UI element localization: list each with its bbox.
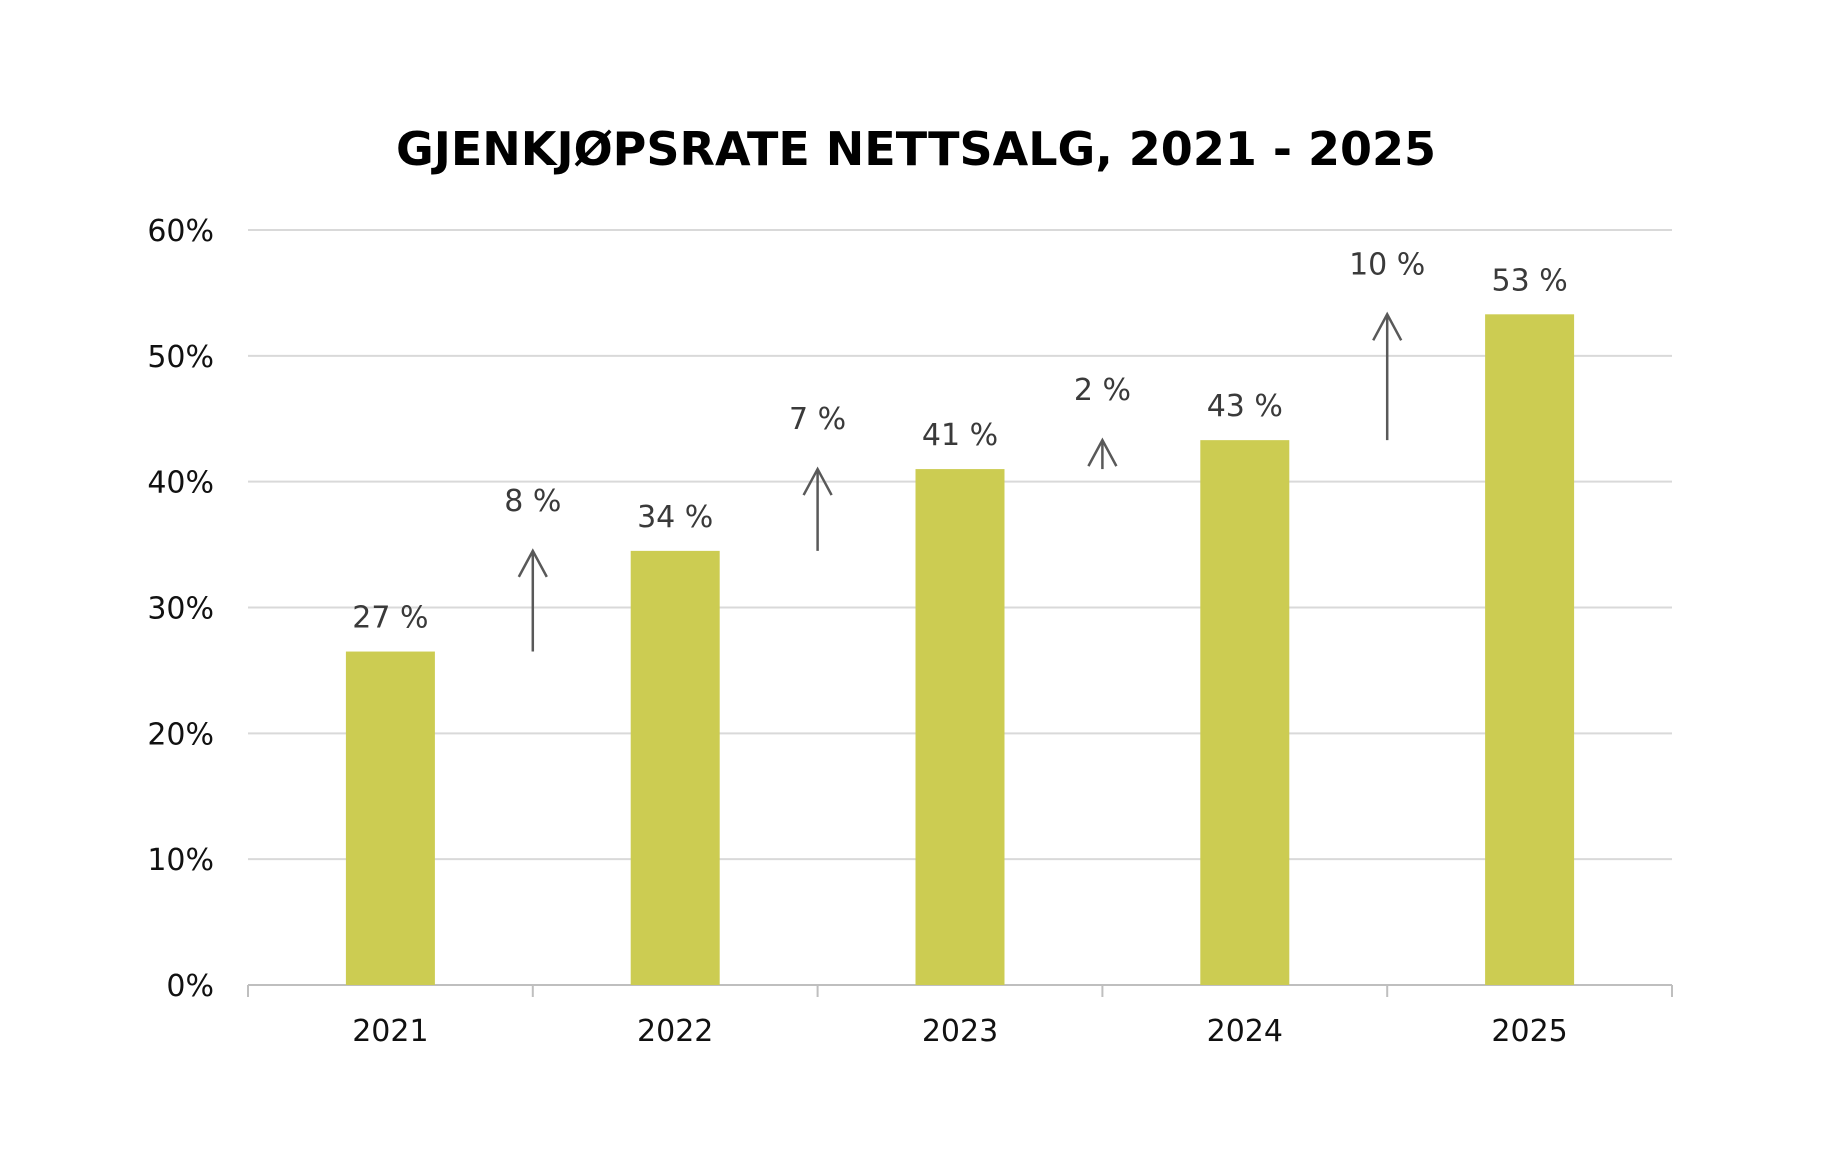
change-arrows: 8 % 7 % 2 % 10 % [504,247,1425,652]
y-tick-label: 30% [147,592,214,627]
x-axis [247,984,1673,997]
x-tick-label: 2022 [637,1014,713,1049]
y-tick-label: 10% [147,843,214,878]
y-tick-label: 60% [147,214,214,249]
chart-title: GJENKJØPSRATE NETTSALG, 2021 - 2025 [396,122,1436,176]
data-label: 43 % [1207,389,1283,424]
x-tick-label: 2024 [1207,1014,1283,1049]
x-tick-label: 2023 [922,1014,998,1049]
bar-2022 [630,550,720,985]
bar-2023 [915,469,1005,985]
arrow-up-icon [1372,311,1403,341]
y-tick-label: 0% [166,969,214,1004]
bar-2024 [1200,440,1290,985]
data-label: 34 % [637,500,713,535]
data-label: 41 % [922,418,998,453]
arrow-up-icon [1087,437,1118,467]
change-label: 10 % [1349,247,1425,282]
x-tick-label: 2025 [1491,1014,1567,1049]
bars [345,314,1575,985]
change-label: 7 % [789,402,846,437]
arrow-up-icon [802,466,833,496]
bar-2025 [1485,314,1575,985]
data-label: 27 % [352,601,428,636]
y-tick-label: 50% [147,340,214,375]
y-axis-tick-labels: 0% 10% 20% 30% 40% 50% 60% [147,214,214,1004]
y-tick-label: 40% [147,466,214,501]
y-tick-label: 20% [147,717,214,752]
arrow-up-icon [517,548,548,578]
bar-2021 [345,651,435,985]
data-label: 53 % [1491,263,1567,298]
x-axis-tick-labels: 2021 2022 2023 2024 2025 [352,1014,1568,1049]
x-tick-label: 2021 [352,1014,428,1049]
change-label: 8 % [504,484,561,519]
change-label: 2 % [1074,373,1131,408]
data-labels: 27 % 34 % 41 % 43 % 53 % [352,263,1567,635]
